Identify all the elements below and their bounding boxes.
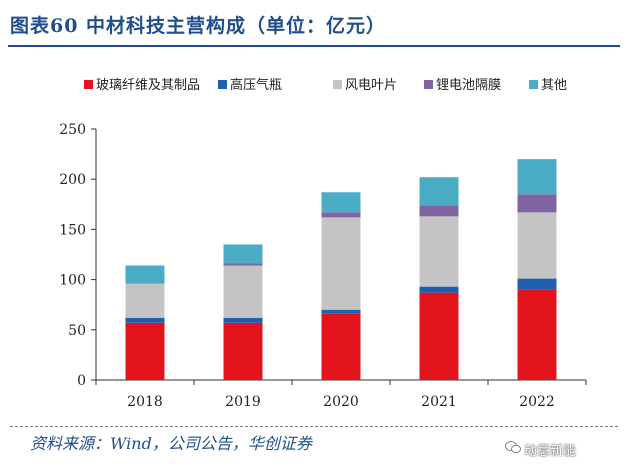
x-tick-label: 2021	[421, 394, 457, 410]
bar-segment	[517, 194, 557, 213]
y-tick-label: 200	[59, 172, 86, 188]
bar-segment	[517, 212, 557, 279]
bar-segment	[419, 292, 459, 380]
legend-label: 锂电池隔膜	[436, 78, 501, 93]
bar-segment	[321, 309, 361, 314]
chart-legend: 玻璃纤维及其制品 高压气瓶 风电叶片 锂电池隔膜 其他	[84, 77, 567, 93]
legend-swatch	[333, 80, 342, 89]
bar-segment	[517, 278, 557, 290]
bar-segment	[321, 212, 361, 218]
bar-segment	[125, 283, 165, 318]
bar-segment	[223, 265, 263, 318]
legend-swatch	[84, 80, 93, 89]
source-note: 资料来源：Wind，公司公告，华创证券	[30, 434, 312, 453]
y-axis: 0 50 100 150 200 250	[59, 122, 97, 389]
legend-label: 玻璃纤维及其制品	[96, 78, 200, 93]
title-divider	[8, 45, 620, 47]
y-tick-label: 0	[77, 373, 86, 389]
bar-segment	[419, 205, 459, 217]
legend-label: 其他	[541, 78, 567, 93]
x-tick-label: 2019	[225, 394, 261, 410]
legend-swatch	[218, 80, 227, 89]
watermark: 动意新能	[524, 444, 577, 459]
bar-segment	[125, 265, 165, 284]
bar-segment	[321, 313, 361, 380]
bar-segment	[223, 317, 263, 323]
bar-segment	[321, 217, 361, 310]
stacked-bar-chart: 玻璃纤维及其制品 高压气瓶 风电叶片 锂电池隔膜 其他 050100150200250 …	[59, 77, 587, 410]
y-tick-label: 250	[59, 122, 86, 138]
bar-segment	[321, 192, 361, 213]
chart-title: 图表60 中材科技主营构成（单位：亿元）	[10, 15, 387, 37]
y-tick-label: 50	[68, 323, 86, 339]
bar-segment	[517, 159, 557, 195]
bars-group	[125, 159, 557, 380]
bar-segment	[419, 286, 459, 293]
bar-segment	[223, 244, 263, 264]
legend-swatch	[424, 80, 433, 89]
bar-segment	[419, 216, 459, 287]
source-divider	[10, 426, 618, 427]
x-tick-label: 2022	[519, 394, 555, 410]
y-tick-label: 150	[59, 222, 86, 238]
bar-segment	[223, 322, 263, 380]
legend-swatch	[529, 80, 538, 89]
wechat-icon	[505, 441, 521, 453]
bar-segment	[517, 289, 557, 380]
legend-label: 风电叶片	[345, 78, 397, 93]
x-axis: 2018 2019 2020 2021 2022	[95, 379, 587, 410]
bar-segment	[419, 177, 459, 206]
bar-segment	[223, 263, 263, 266]
bar-segment	[125, 317, 165, 323]
legend-label: 高压气瓶	[230, 77, 282, 93]
bar-segment	[125, 322, 165, 380]
x-tick-label: 2020	[323, 394, 359, 410]
y-tick-label: 100	[59, 273, 86, 289]
x-tick-label: 2018	[127, 394, 163, 410]
